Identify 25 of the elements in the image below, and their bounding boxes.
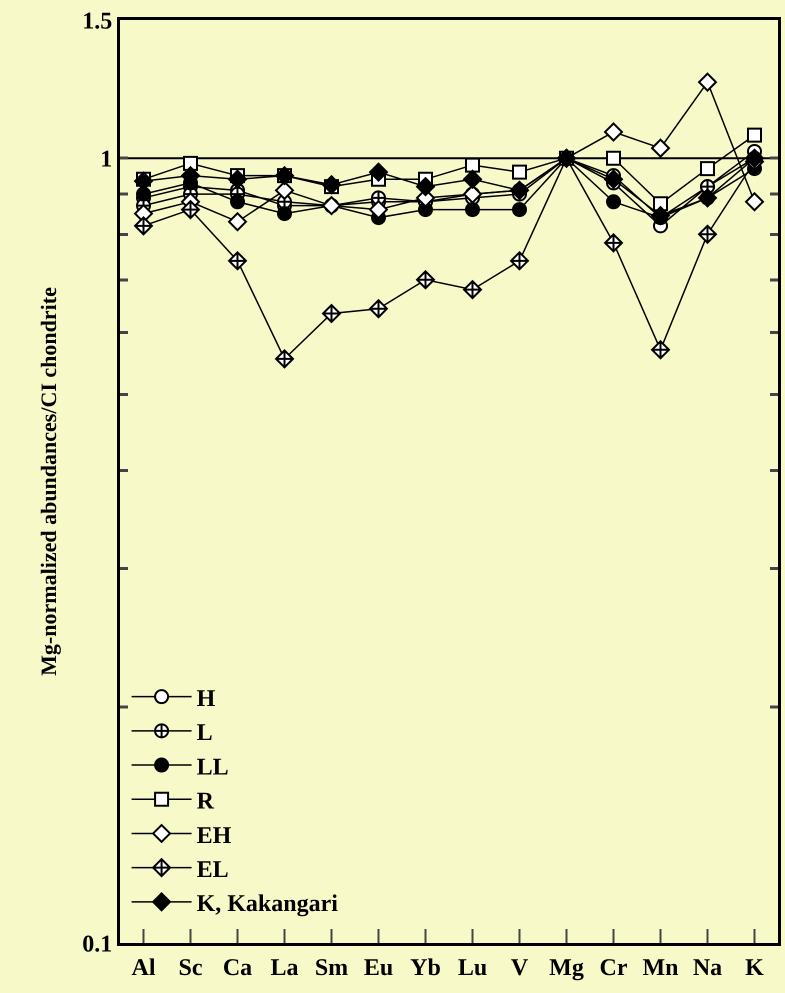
x-tick-label: Mg	[549, 954, 584, 981]
x-tick-label: Sc	[178, 954, 203, 981]
x-tick-label: Ca	[222, 954, 252, 981]
legend-label: EH	[196, 822, 232, 849]
legend-label: EL	[196, 857, 229, 883]
legend-label: LL	[196, 754, 229, 780]
x-tick-label: Mn	[642, 954, 678, 981]
x-tick-label: Eu	[364, 954, 394, 981]
legend-label: H	[196, 686, 216, 712]
x-tick-label: Sm	[314, 954, 348, 981]
x-tick-label: La	[270, 954, 299, 981]
x-tick-label: Al	[132, 954, 156, 981]
legend-label: R	[196, 788, 215, 815]
x-tick-label: Yb	[410, 954, 441, 981]
y-tick-label: 1	[100, 146, 112, 173]
y-tick-label: 1.5	[82, 8, 112, 34]
x-tick-label: Na	[692, 954, 722, 981]
y-tick-label: 0.1	[82, 931, 112, 958]
x-tick-label: K	[745, 954, 764, 981]
legend-label: K, Kakangari	[196, 891, 338, 918]
x-tick-label: Lu	[458, 954, 488, 981]
legend-label: L	[196, 720, 213, 746]
x-tick-label: Cr	[600, 954, 628, 981]
x-tick-label: V	[510, 954, 529, 981]
y-axis-title: Mg-normalized abundances/CI chondrite	[36, 286, 61, 676]
